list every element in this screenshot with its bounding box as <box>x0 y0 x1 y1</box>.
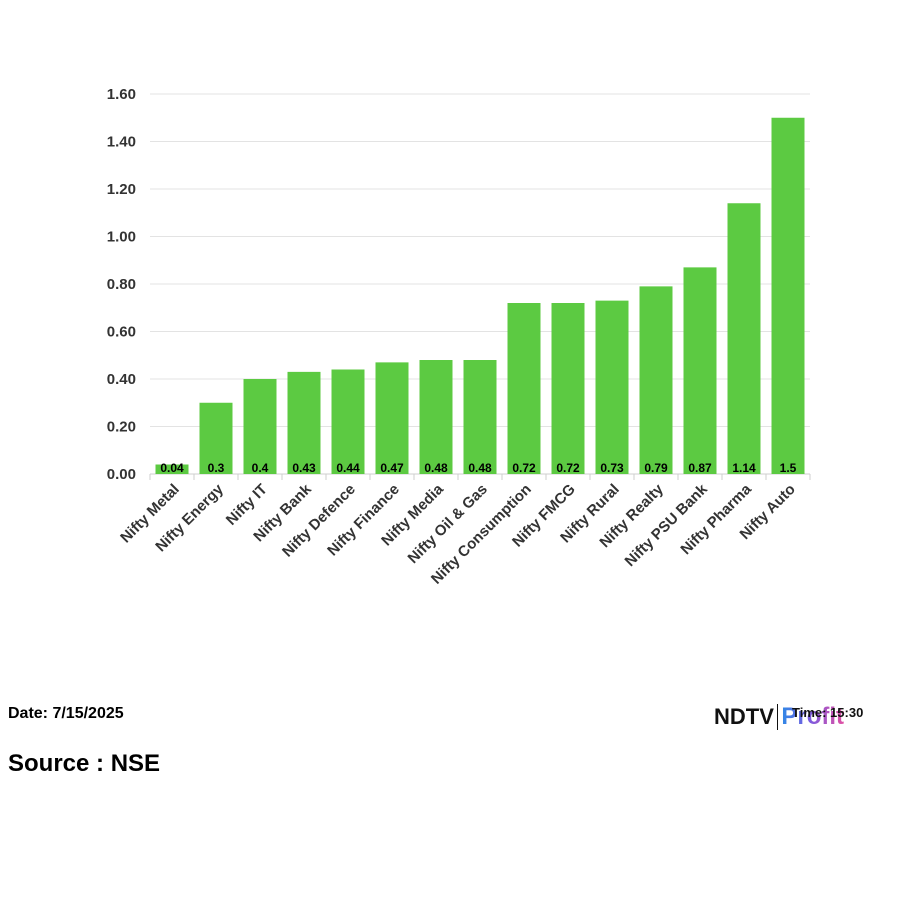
bar <box>243 379 277 474</box>
data-label: 0.48 <box>424 461 448 475</box>
data-label: 0.72 <box>512 461 536 475</box>
ndtv-profit-logo: NDTV Profit <box>714 703 844 735</box>
bar <box>771 117 805 474</box>
data-label: 0.47 <box>380 461 404 475</box>
bar <box>375 362 409 474</box>
bar <box>727 203 761 474</box>
bar <box>331 369 365 474</box>
y-axis: 0.00 0.20 0.40 0.60 0.80 1.00 1.20 1.40 1.60 <box>107 86 136 483</box>
y-tick-label: 1.60 <box>107 86 136 103</box>
y-tick-label: 1.20 <box>107 181 136 198</box>
brand-profit: Profit <box>781 703 845 730</box>
bar <box>463 360 497 474</box>
time-label: Time: 15:30 <box>792 705 864 720</box>
bar <box>551 303 585 474</box>
bar <box>287 371 321 474</box>
brand-ndtv: NDTV <box>714 704 774 729</box>
data-label: 0.43 <box>292 461 316 475</box>
y-tick-label: 0.00 <box>107 466 136 483</box>
bar <box>683 267 717 474</box>
data-label: 0.44 <box>336 461 360 475</box>
source-label: Source : NSE <box>8 750 161 777</box>
bar <box>639 286 673 474</box>
x-tick-label: Nifty Oil & Gas <box>405 481 491 567</box>
bar-chart: 0.00 0.20 0.40 0.60 0.80 1.00 1.20 1.40 1.60 0.0… <box>107 86 811 588</box>
brand-separator <box>776 704 779 730</box>
data-label: 1.5 <box>780 461 797 475</box>
data-label: 0.79 <box>644 461 668 475</box>
data-label: 0.04 <box>160 461 184 475</box>
bar <box>507 303 541 474</box>
data-label: 0.72 <box>556 461 580 475</box>
y-tick-label: 0.60 <box>107 324 136 341</box>
data-label: 0.3 <box>208 461 225 475</box>
data-label: 0.48 <box>468 461 492 475</box>
data-label: 0.73 <box>600 461 624 475</box>
y-tick-label: 1.40 <box>107 134 136 151</box>
bar <box>419 360 453 474</box>
y-tick-label: 1.00 <box>107 229 136 246</box>
date-label: Date: 7/15/2025 <box>8 705 124 722</box>
bar <box>199 402 233 474</box>
y-tick-label: 0.20 <box>107 419 136 436</box>
y-tick-label: 0.40 <box>107 371 136 388</box>
data-label: 0.4 <box>252 461 269 475</box>
data-labels: 0.04 0.3 0.4 0.43 0.44 0.47 0.48 0.48 0.72 0.72 0.… <box>160 461 796 475</box>
data-label: 1.14 <box>732 461 756 475</box>
bars <box>155 117 805 474</box>
bar <box>155 464 189 474</box>
data-label: 0.87 <box>688 461 712 475</box>
bar <box>595 300 629 474</box>
y-tick-label: 0.80 <box>107 276 136 293</box>
